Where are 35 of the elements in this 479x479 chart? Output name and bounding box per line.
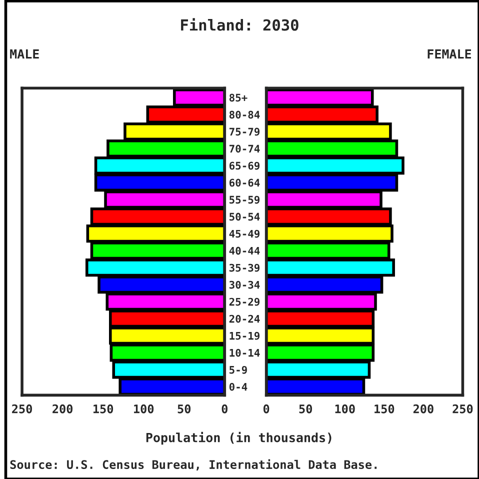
x-tick-label: 250 <box>12 404 32 414</box>
y-tick-label: 65-69 <box>229 162 260 170</box>
x-tick-label: 50 <box>299 404 312 414</box>
y-tick-label: 35-39 <box>229 264 260 272</box>
y-tick-label: 80-84 <box>229 110 260 119</box>
x-tick-label: 0 <box>222 404 228 414</box>
x-tick-label: 0 <box>263 404 270 414</box>
text: MALE <box>10 49 39 59</box>
y-tick-label: 15-19 <box>230 332 260 340</box>
y-tick-label: 75-79 <box>230 128 260 136</box>
y-tick-label: 10-14 <box>230 348 260 357</box>
y-tick-label: 5-9 <box>230 366 247 374</box>
y-tick-label: 20-24 <box>229 314 260 323</box>
x-axis-title: Population (in thousands) <box>146 432 332 445</box>
y-tick-label: 50-54 <box>230 212 260 221</box>
y-tick-label: 0-4 <box>229 382 248 391</box>
y-tick-label: 55-59 <box>230 196 260 204</box>
x-tick-label: 200 <box>52 404 73 414</box>
text: FEMALE <box>428 49 471 59</box>
source-note: Source: U.S. Census Bureau, International Data Base. <box>10 459 377 470</box>
x-tick-label: 150 <box>374 404 394 414</box>
x-tick-label: 100 <box>335 404 355 414</box>
x-tick-label: 50 <box>178 404 191 414</box>
y-tick-label: 30-34 <box>229 280 260 289</box>
y-tick-label: 45-49 <box>229 230 260 238</box>
y-tick-label: 40-44 <box>229 246 260 255</box>
x-tick-label: 150 <box>94 404 114 414</box>
y-tick-label: 85+ <box>229 94 248 102</box>
x-tick-label: 200 <box>413 404 434 414</box>
chart-title: Finland: 2030 <box>181 18 298 31</box>
y-tick-label: 25-29 <box>229 298 260 306</box>
y-tick-label: 70-74 <box>230 144 260 153</box>
x-tick-label: 100 <box>134 404 154 414</box>
y-tick-label: 60-64 <box>229 178 260 187</box>
x-tick-label: 250 <box>452 404 473 414</box>
